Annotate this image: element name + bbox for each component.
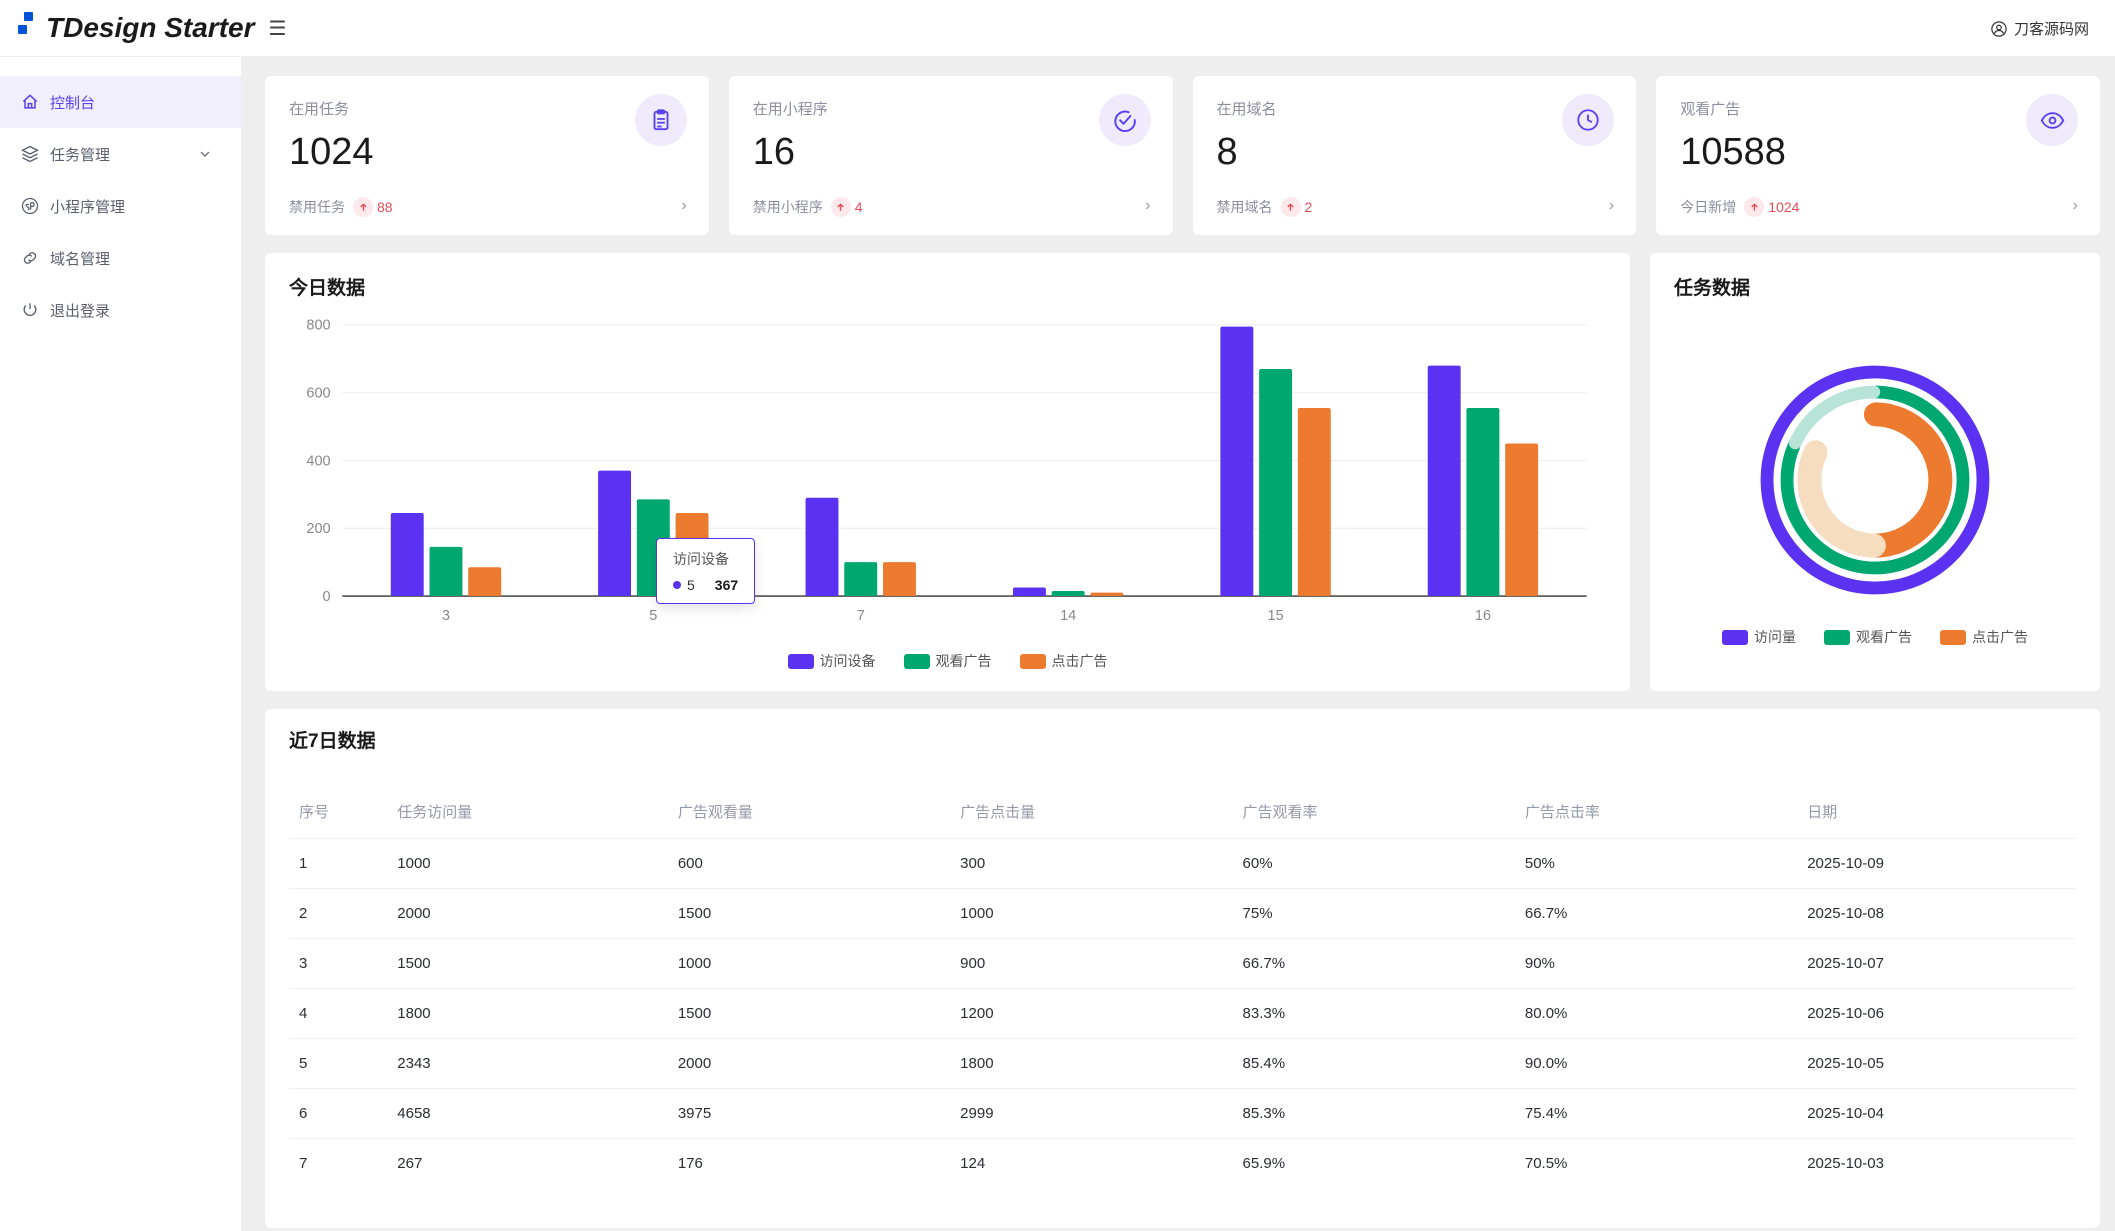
svg-text:15: 15 (1268, 608, 1284, 624)
svg-text:16: 16 (1475, 608, 1491, 624)
svg-text:600: 600 (306, 386, 330, 402)
svg-text:5: 5 (649, 608, 657, 624)
svg-text:200: 200 (306, 521, 330, 537)
svg-text:7: 7 (857, 608, 865, 624)
svg-text:800: 800 (306, 318, 330, 334)
svg-text:14: 14 (1060, 608, 1076, 624)
svg-text:0: 0 (323, 589, 331, 605)
svg-text:3: 3 (442, 608, 450, 624)
svg-text:400: 400 (306, 453, 330, 469)
